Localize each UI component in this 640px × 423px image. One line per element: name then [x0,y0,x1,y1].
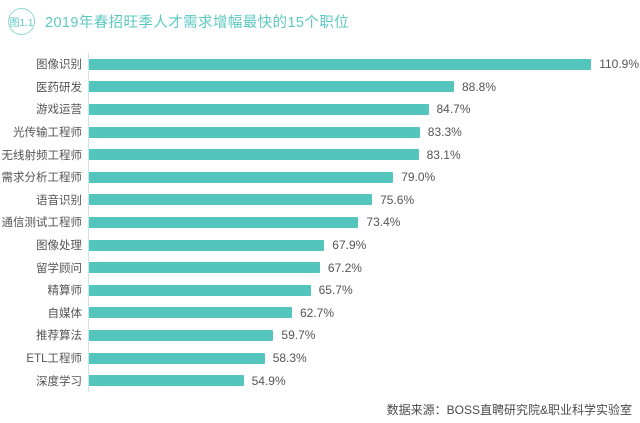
bar-track: 67.2% [88,256,640,279]
bar [89,329,274,341]
category-label: ETL工程师 [26,353,82,366]
value-label: 83.1% [426,147,461,162]
bar-track: 59.7% [88,324,640,347]
bar [89,239,325,251]
category-label: 光传输工程师 [13,127,82,140]
chart-row: ETL工程师 58.3% [0,346,640,370]
bar [89,216,359,228]
chart-title: 2019年春招旺季人才需求增幅最快的15个职位 [45,15,350,31]
bar-track: 84.7% [88,98,640,121]
category-label: 无线射频工程师 [1,149,83,162]
chart-row: 无线射频工程师 83.1% [0,143,640,166]
chart-row: 光传输工程师 83.3% [0,120,640,144]
bar [89,149,419,161]
category-label: 精算师 [47,285,83,298]
bar-track: 83.1% [88,143,640,166]
value-label: 73.4% [366,215,401,230]
chart-row: 游戏运营 84.7% [0,98,640,121]
value-label: 75.6% [380,192,415,207]
category-label: 通信测试工程师 [1,217,83,230]
category-label: 推荐算法 [36,330,82,343]
bar-track: 54.9% [88,369,640,392]
bar-track: 65.7% [88,278,640,302]
bar [89,352,265,364]
value-label: 84.7% [436,102,471,117]
value-label: 62.7% [300,305,335,320]
bar [89,126,420,138]
bar-track: 75.6% [88,188,640,212]
value-label: 59.7% [281,328,316,343]
chart-row: 图像识别 110.9% [0,53,640,76]
category-label: 自媒体 [47,307,83,320]
chart-row: 自媒体 62.7% [0,301,640,325]
value-label: 54.9% [251,373,286,388]
value-label: 110.9% [599,57,639,72]
value-label: 67.2% [327,260,362,275]
bar-track: 110.9% [88,53,640,76]
bar-track: 88.8% [88,75,640,99]
value-label: 79.0% [401,170,436,185]
chart-row: 深度学习 54.9% [0,369,640,392]
value-label: 88.8% [462,79,497,94]
chart-row: 留学顾问 67.2% [0,256,640,279]
category-label: 需求分析工程师 [1,172,83,185]
chart-row: 医药研发 88.8% [0,75,640,99]
chart-row: 需求分析工程师 79.0% [0,165,640,189]
value-label: 58.3% [272,351,307,366]
category-label: 图像识别 [36,59,82,72]
category-label: 医药研发 [36,81,82,94]
bar [89,103,429,115]
chart-header: 图1.1 2019年春招旺季人才需求增幅最快的15个职位 [8,8,349,35]
value-label: 65.7% [318,283,353,298]
bar-track: 62.7% [88,301,640,325]
bar [89,284,311,296]
value-label: 83.3% [427,125,462,140]
chart-row: 语音识别 75.6% [0,188,640,212]
chart-row: 图像处理 67.9% [0,233,640,257]
bar [89,375,244,387]
horizontal-bar-chart: 图像识别 110.9% 医药研发 88.8% 游戏运营 84.7% 光传输工程师 83.3% 无… [0,53,640,392]
bar-track: 83.3% [88,120,640,144]
category-label: 图像处理 [36,240,82,253]
category-label: 留学顾问 [36,262,82,275]
bar-track: 79.0% [88,165,640,189]
bar [89,194,373,206]
category-label: 深度学习 [36,375,82,388]
data-source-note: 数据来源：BOSS直聘研究院&职业科学实验室 [386,403,632,417]
bar-track: 73.4% [88,211,640,234]
bar [89,81,454,93]
bar-track: 67.9% [88,233,640,257]
category-label: 游戏运营 [36,104,82,117]
figure-number-badge: 图1.1 [8,8,35,35]
bar [89,262,320,274]
bar [89,58,592,70]
category-label: 语音识别 [36,194,82,207]
chart-row: 推荐算法 59.7% [0,324,640,347]
value-label: 67.9% [332,238,367,253]
bar [89,171,394,183]
chart-row: 通信测试工程师 73.4% [0,211,640,234]
bar-track: 58.3% [88,346,640,370]
bar [89,307,292,319]
chart-row: 精算师 65.7% [0,278,640,302]
